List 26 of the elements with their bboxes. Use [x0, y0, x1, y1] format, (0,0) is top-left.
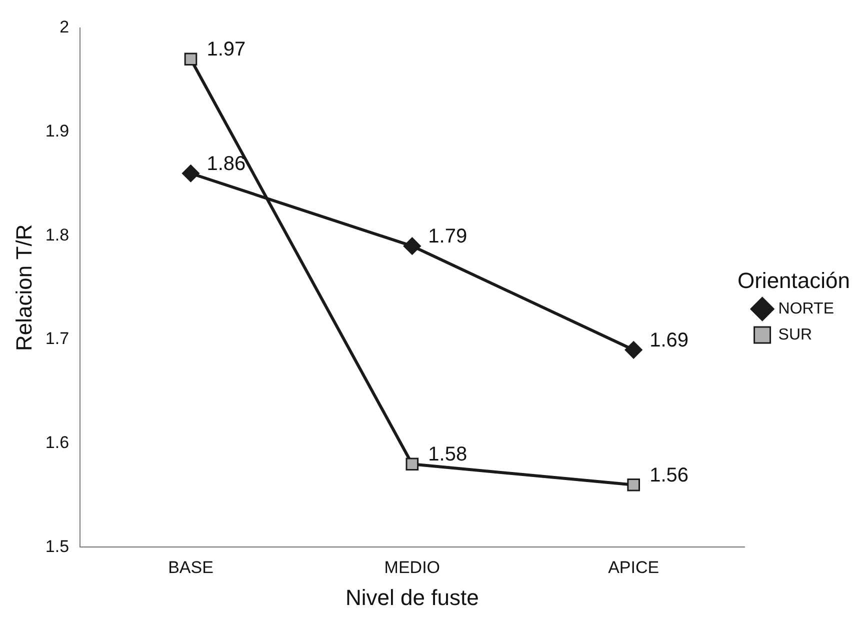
legend-label: SUR — [778, 326, 812, 344]
y-tick-label: 1.5 — [45, 536, 70, 556]
point — [624, 341, 642, 359]
data-label: 1.69 — [650, 329, 689, 352]
point — [182, 164, 200, 182]
point — [403, 237, 421, 255]
y-tick-label: 1.8 — [45, 225, 70, 244]
legend-title: Orientación — [737, 268, 850, 294]
y-tick-label: 1.9 — [45, 122, 70, 141]
x-tick-label: APICE — [608, 558, 660, 578]
y-tick-label: 1.6 — [45, 433, 70, 452]
point — [184, 52, 198, 66]
data-label: 1.58 — [428, 444, 468, 466]
x-axis-title: Nivel de fuste — [346, 584, 479, 610]
point — [627, 478, 640, 492]
data-label: 1.56 — [650, 464, 689, 486]
y-tick-label: 1.7 — [45, 329, 70, 348]
x-tick-label: MEDIO — [384, 558, 440, 578]
x-tick-label: BASE — [168, 558, 214, 578]
data-label: 1.86 — [206, 152, 246, 175]
y-axis-title: Relacion T/R — [11, 224, 36, 351]
data-label: 1.97 — [206, 38, 246, 61]
data-label: 1.79 — [428, 226, 468, 248]
y-tick-label: 2 — [60, 18, 70, 37]
point — [406, 458, 419, 471]
legend-label: NORTE — [778, 300, 834, 318]
